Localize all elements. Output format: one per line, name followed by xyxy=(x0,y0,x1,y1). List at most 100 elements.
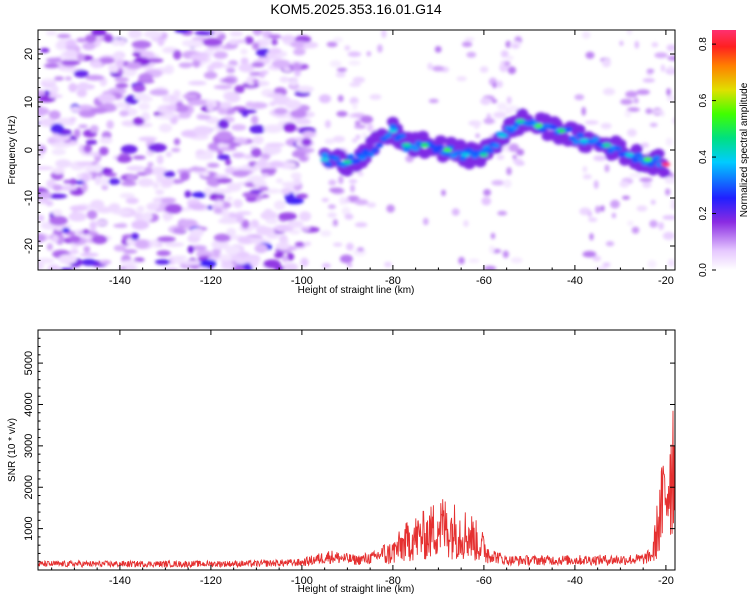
noise-blob xyxy=(170,116,178,125)
noise-blob xyxy=(668,65,674,72)
noise-blob xyxy=(108,178,121,185)
noise-blob xyxy=(235,39,247,44)
noise-blob xyxy=(619,40,624,46)
noise-blob xyxy=(136,205,145,213)
noise-blob xyxy=(171,255,188,260)
signal-peak xyxy=(661,162,671,167)
noise-blob xyxy=(73,69,89,78)
noise-blob xyxy=(81,258,97,266)
noise-blob xyxy=(295,119,312,125)
noise-blob xyxy=(147,58,164,63)
noise-blob xyxy=(338,175,344,185)
noise-blob xyxy=(68,212,87,222)
signal-core xyxy=(510,125,519,131)
noise-blob xyxy=(203,187,213,196)
noise-blob xyxy=(664,176,675,184)
noise-blob xyxy=(249,237,267,243)
noise-blob xyxy=(125,61,142,70)
noise-blob xyxy=(497,102,508,111)
signal-core xyxy=(332,155,340,162)
noise-blob xyxy=(593,180,599,189)
noise-blob xyxy=(130,232,140,241)
noise-blob xyxy=(171,147,181,153)
noise-blob xyxy=(458,256,465,265)
noise-blob xyxy=(250,257,259,268)
noise-blob xyxy=(231,124,247,131)
noise-blob xyxy=(422,217,429,226)
noise-blob xyxy=(90,199,105,210)
noise-blob xyxy=(636,89,650,95)
noise-blob xyxy=(646,68,655,73)
noise-blob xyxy=(241,111,249,117)
noise-blob xyxy=(351,138,358,143)
noise-blob xyxy=(226,92,241,103)
noise-blob xyxy=(225,158,232,166)
noise-blob xyxy=(46,57,62,64)
noise-blob xyxy=(77,82,90,91)
noise-blob xyxy=(666,44,675,52)
signal-core xyxy=(467,149,476,155)
noise-blob xyxy=(123,249,138,254)
noise-blob xyxy=(281,181,297,188)
noise-blob xyxy=(91,30,107,37)
signal-core xyxy=(591,136,600,142)
noise-blob xyxy=(99,259,112,265)
noise-blob xyxy=(357,171,364,177)
noise-blob xyxy=(619,181,630,188)
noise-blob xyxy=(138,136,158,142)
noise-blob xyxy=(286,252,295,261)
noise-blob xyxy=(299,156,309,162)
noise-blob xyxy=(191,245,207,251)
noise-blob xyxy=(647,259,657,269)
noise-blob xyxy=(252,176,263,187)
noise-blob xyxy=(207,162,220,168)
noise-blob xyxy=(143,30,163,38)
noise-blob xyxy=(187,99,208,106)
noise-blob xyxy=(327,212,337,218)
noise-blob xyxy=(226,67,236,74)
noise-blob xyxy=(73,128,81,139)
noise-blob xyxy=(512,155,517,159)
noise-blob xyxy=(581,31,591,39)
colorbar-label: Normalized spectral amplitude xyxy=(739,82,750,217)
noise-blob xyxy=(267,34,282,39)
noise-blob xyxy=(441,189,446,196)
noise-blob xyxy=(496,80,503,88)
noise-blob xyxy=(213,207,223,214)
noise-blob xyxy=(82,229,90,235)
colorbar-ticks: 0.0 0.2 0.4 0.6 0.8 xyxy=(698,37,716,277)
noise-blob xyxy=(332,219,338,227)
noise-blob xyxy=(291,62,302,71)
noise-blob xyxy=(304,241,311,246)
noise-blob xyxy=(666,88,671,97)
noise-blob xyxy=(587,210,593,218)
noise-blob xyxy=(266,93,285,99)
spectrogram-xlabel: Height of straight line (km) xyxy=(298,285,415,296)
noise-blob xyxy=(506,167,512,176)
noise-blob xyxy=(503,179,512,188)
noise-blob xyxy=(131,220,150,230)
x-tick-label: -100 xyxy=(291,275,313,287)
noise-blob xyxy=(262,173,269,178)
noise-blob xyxy=(107,87,127,95)
noise-blob xyxy=(328,179,337,186)
noise-blob xyxy=(161,177,175,187)
noise-blob xyxy=(339,196,346,205)
colorbar-tick-label: 0.4 xyxy=(698,150,709,164)
noise-blob xyxy=(39,144,47,154)
noise-blob xyxy=(146,202,160,211)
noise-blob xyxy=(113,244,127,252)
noise-blob xyxy=(101,177,109,187)
noise-blob xyxy=(94,175,102,186)
signal-core xyxy=(549,124,558,130)
noise-blob xyxy=(69,117,77,122)
noise-blob xyxy=(57,185,78,191)
noise-blob xyxy=(213,174,229,179)
signal-core xyxy=(320,152,329,158)
noise-blob xyxy=(133,93,150,101)
noise-blob xyxy=(55,159,72,169)
noise-blob xyxy=(654,52,668,59)
noise-blob xyxy=(189,228,204,237)
